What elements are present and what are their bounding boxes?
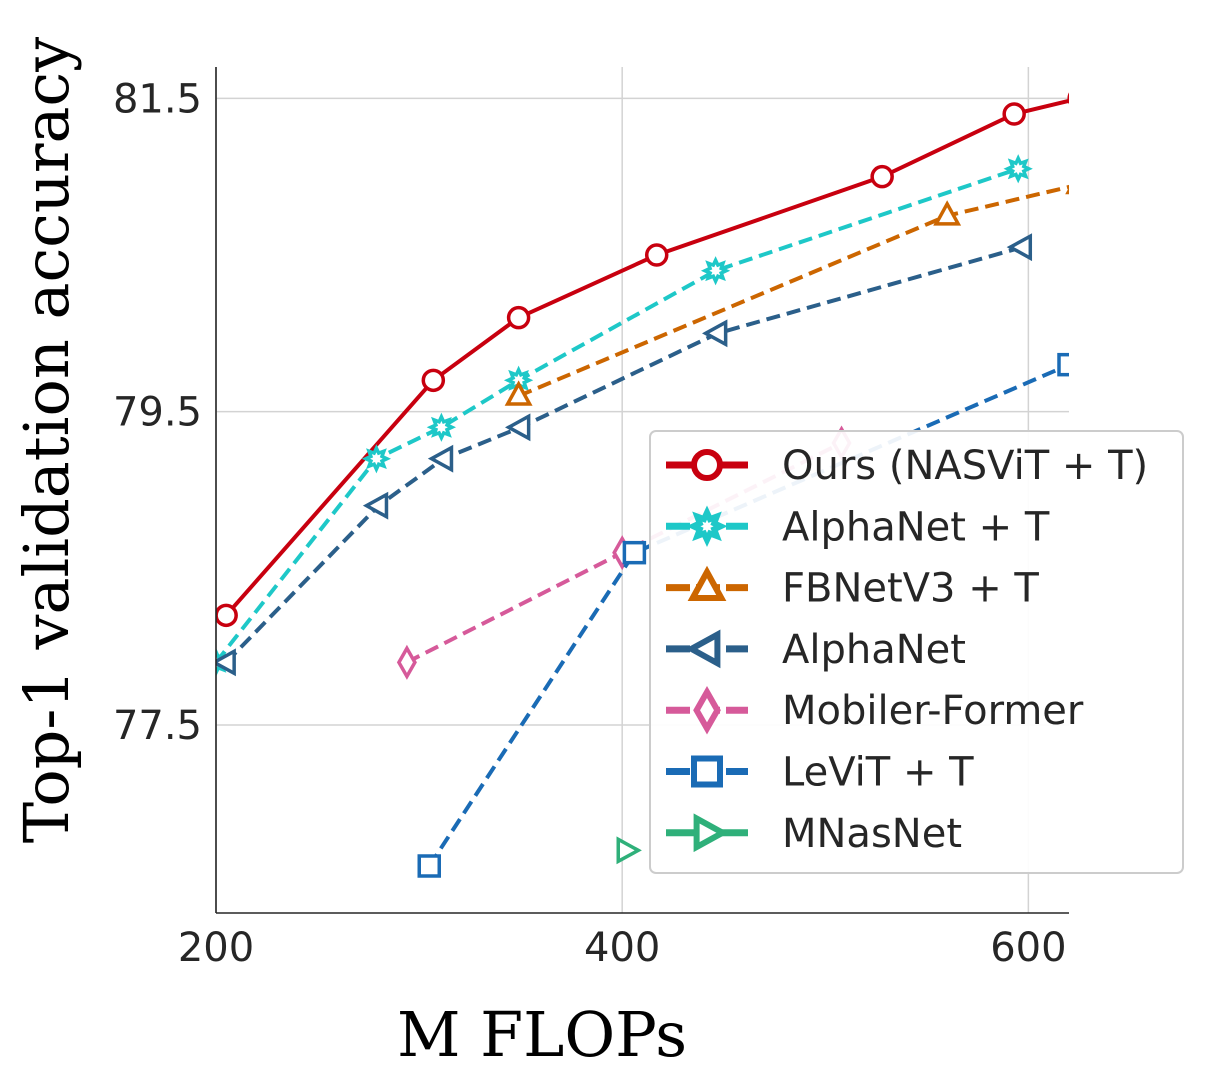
x-tick-label: 400 <box>584 925 660 971</box>
series-ours-nasvit-t <box>216 92 1069 628</box>
y-tick-label: 77.5 <box>113 703 202 749</box>
axes <box>215 67 1069 914</box>
y-tick-label: 81.5 <box>113 76 202 122</box>
data-point <box>1065 187 1069 195</box>
series-line <box>216 166 1019 664</box>
series-fbnetv3-t <box>504 184 1069 406</box>
data-point <box>870 164 894 189</box>
y-tick-label: 79.5 <box>113 390 202 436</box>
legend-label: AlphaNet <box>782 627 966 673</box>
y-axis-title: Top-1 validation accuracy <box>10 37 83 843</box>
data-point <box>1057 352 1069 377</box>
legend-label: Mobiler-Former <box>782 688 1084 734</box>
legend-label: Ours (NASViT + T) <box>782 443 1148 489</box>
x-axis-title: M FLOPs <box>397 998 687 1071</box>
data-point <box>1067 92 1069 105</box>
data-point <box>506 305 531 330</box>
x-tick-label: 200 <box>178 925 254 971</box>
legend-item: AlphaNet <box>666 627 966 673</box>
x-tick-label: 600 <box>990 925 1066 971</box>
series-line <box>224 245 1023 664</box>
legend-label: FBNetV3 + T <box>782 566 1039 612</box>
series-line <box>517 184 1069 398</box>
series-alphanet <box>216 233 1033 677</box>
legend-marker <box>691 449 723 481</box>
legend-marker <box>686 505 728 547</box>
series-mnasnet <box>616 836 642 865</box>
data-point <box>702 319 728 348</box>
legend-label: LeViT + T <box>782 750 974 796</box>
tick-labels: 200 400 600 77.5 79.5 81.5 <box>113 76 1067 971</box>
legend-item: Ours (NASViT + T) <box>666 443 1148 489</box>
data-point <box>362 491 389 520</box>
legend-item: FBNetV3 + T <box>666 566 1039 612</box>
legend-box <box>649 430 1184 874</box>
legend-label: AlphaNet + T <box>782 504 1050 550</box>
data-point <box>421 368 446 393</box>
data-point <box>1003 154 1033 184</box>
data-point <box>361 444 392 474</box>
legend-marker <box>685 629 721 669</box>
data-point <box>700 256 731 286</box>
data-point <box>216 648 236 677</box>
legend: Ours (NASViT + T) AlphaNet + T FBNetV3 + T… <box>649 430 1184 874</box>
data-point <box>933 200 962 226</box>
data-point <box>644 243 669 267</box>
series-levit-t <box>417 352 1069 878</box>
data-point <box>505 413 531 442</box>
legend-marker <box>687 565 727 601</box>
data-point <box>427 444 454 473</box>
legend-item: AlphaNet + T <box>666 504 1050 550</box>
legend-marker <box>693 685 721 735</box>
data-point <box>396 644 417 680</box>
legend-item: LeViT + T <box>666 750 974 796</box>
data-point <box>504 380 533 406</box>
data-point <box>1006 233 1033 262</box>
data-point <box>426 412 457 442</box>
series-alphanet-t <box>216 154 1033 677</box>
legend-label: MNasNet <box>782 811 962 857</box>
legend-marker <box>691 755 723 788</box>
legend-marker <box>693 813 729 853</box>
data-point <box>1002 102 1026 126</box>
data-point <box>616 836 642 865</box>
legend-item: MNasNet <box>666 811 962 857</box>
data-point <box>216 603 238 628</box>
plot-area <box>216 92 1069 878</box>
data-point <box>417 854 441 878</box>
legend-item: Mobiler-Former <box>666 685 1084 735</box>
data-point <box>622 540 647 565</box>
